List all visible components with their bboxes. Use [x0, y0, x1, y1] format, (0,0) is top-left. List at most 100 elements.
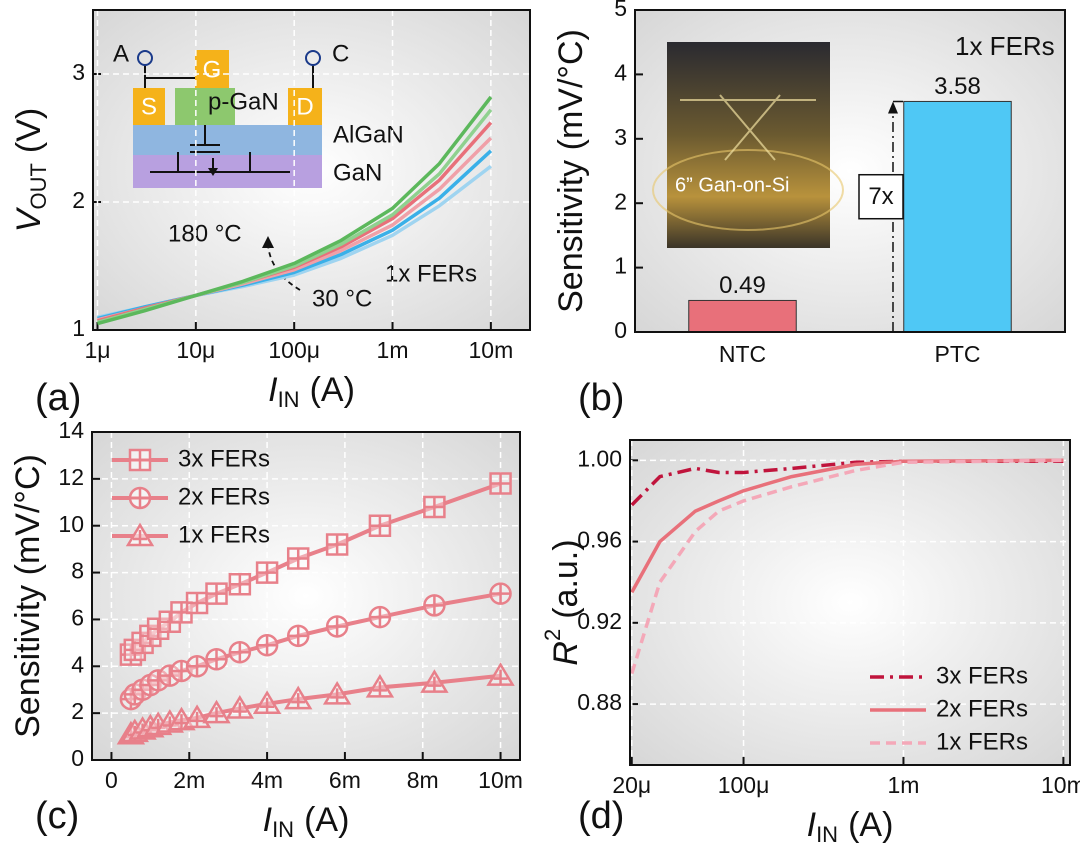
- temp-arrowhead: [262, 236, 274, 248]
- legend-label: 1x FERs: [936, 728, 1028, 755]
- axis-label-unit: (V): [10, 108, 48, 153]
- legend-marker: [125, 522, 155, 547]
- y-tick-label: 3: [72, 59, 85, 85]
- axis-label-symbol: V: [10, 206, 48, 232]
- x-tick-label: PTC: [935, 341, 981, 367]
- inset-label: S: [141, 93, 157, 120]
- y-tick-label: 1: [614, 253, 627, 279]
- axis-label-symbol: I: [268, 371, 278, 409]
- marker: [255, 561, 279, 584]
- legend-label: 3x FERs: [936, 662, 1028, 689]
- axis-label-symbol: I: [263, 801, 273, 839]
- marker: [228, 640, 252, 664]
- y-tick-label: 3: [614, 124, 627, 150]
- marker: [252, 690, 282, 715]
- photo-label: 6” Gan-on-Si: [675, 174, 790, 196]
- legend-label: 1x FERs: [178, 521, 270, 548]
- y-tick-label: 4: [71, 651, 84, 677]
- x-tick-label: 6m: [329, 767, 361, 793]
- axis-label-sub: OUT: [26, 163, 51, 209]
- y-tick-label: 6: [71, 605, 84, 631]
- axis-label-unit: (A): [848, 806, 893, 844]
- x-axis-label: IIN (A): [263, 801, 350, 842]
- inset-label: C: [332, 40, 349, 67]
- axis-label-unit: (A): [310, 371, 355, 409]
- marker: [489, 582, 512, 605]
- ratio-box: [858, 173, 904, 220]
- marker: [185, 591, 209, 615]
- y-axis-label: Sensitivity (mV/°C): [552, 29, 590, 313]
- ratio-arrowhead: [888, 101, 898, 114]
- y-tick-label: 1.00: [577, 445, 622, 471]
- marker: [365, 673, 395, 698]
- axis-label-sub: IN: [816, 822, 838, 845]
- panel-label: (a): [35, 377, 81, 419]
- series-line: [129, 673, 501, 736]
- series-line: [630, 458, 1064, 594]
- photo: [667, 42, 830, 248]
- y-tick-label: 8: [71, 558, 84, 584]
- marker: [286, 547, 310, 570]
- panel-label: (b): [578, 377, 624, 419]
- axis-label-unit: (A): [304, 801, 349, 839]
- bar: [688, 299, 797, 333]
- y-tick-label: 12: [58, 464, 84, 490]
- y-tick-label: 10: [58, 511, 84, 537]
- inset-label: p-GaN: [208, 88, 279, 115]
- x-axis-label: IIN (A): [807, 806, 894, 845]
- legend-label: 2x FERs: [178, 483, 270, 510]
- x-tick-label: 2m: [173, 767, 205, 793]
- x-tick-label: 8m: [407, 767, 439, 793]
- x-tick-label: 0: [105, 767, 118, 793]
- legend-label: 2x FERs: [936, 695, 1028, 722]
- content: A C G S D p-GaN AlGaN GaN 180 °C 30 °C 1…: [9, 0, 1080, 845]
- inset-label: D: [296, 93, 313, 120]
- y-tick-label: 0.92: [577, 608, 622, 634]
- value-label: 3.58: [934, 73, 981, 100]
- x-tick-label: 4m: [251, 767, 283, 793]
- y-axis-label: R2 (a.u.): [540, 539, 585, 665]
- terminal-a: [137, 50, 153, 66]
- x-tick-label: 10m: [468, 337, 513, 363]
- gate-box: [195, 50, 229, 88]
- ratio-label: 7x: [868, 183, 893, 210]
- legend-label: 3x FERs: [178, 445, 270, 472]
- axis-label-sub: IN: [278, 387, 300, 412]
- y-tick-label: 5: [614, 0, 627, 21]
- series-line: [97, 95, 493, 326]
- inset-label: A: [113, 40, 129, 67]
- legend-marker: [128, 486, 152, 510]
- plot-frame: [91, 431, 521, 761]
- marker: [322, 680, 352, 705]
- marker: [420, 669, 449, 693]
- marker: [255, 633, 279, 657]
- pgan-box: [175, 88, 235, 125]
- x-tick-label: 1m: [377, 337, 409, 363]
- x-axis-label: IIN (A): [268, 371, 355, 412]
- marker: [368, 605, 392, 629]
- marker: [225, 695, 255, 719]
- panel-label: (d): [578, 795, 624, 837]
- series-line: [630, 458, 1064, 675]
- value-label: 0.49: [719, 272, 766, 299]
- bar: [903, 100, 1012, 333]
- inset-label: G: [203, 56, 222, 83]
- marker: [205, 648, 228, 671]
- terminal-c: [305, 50, 321, 66]
- x-tick-label: 10m: [1041, 772, 1080, 798]
- y-tick-label: 2: [72, 187, 85, 213]
- circuit-arrow: [208, 168, 218, 176]
- x-tick-label: 1m: [887, 772, 919, 798]
- annotation: 1x FERs: [385, 260, 477, 287]
- x-tick-label: 1μ: [84, 337, 110, 363]
- marker: [325, 615, 349, 638]
- y-tick-label: 4: [614, 59, 627, 85]
- inset-label: GaN: [333, 159, 382, 186]
- wafer-photo: 6” Gan-on-Si: [652, 42, 844, 248]
- x-tick-label: 100μ: [268, 337, 320, 363]
- axis-label-sub: IN: [272, 817, 294, 842]
- plot-background: [630, 440, 1070, 765]
- marker: [205, 582, 228, 605]
- plot-frame: [634, 9, 1066, 333]
